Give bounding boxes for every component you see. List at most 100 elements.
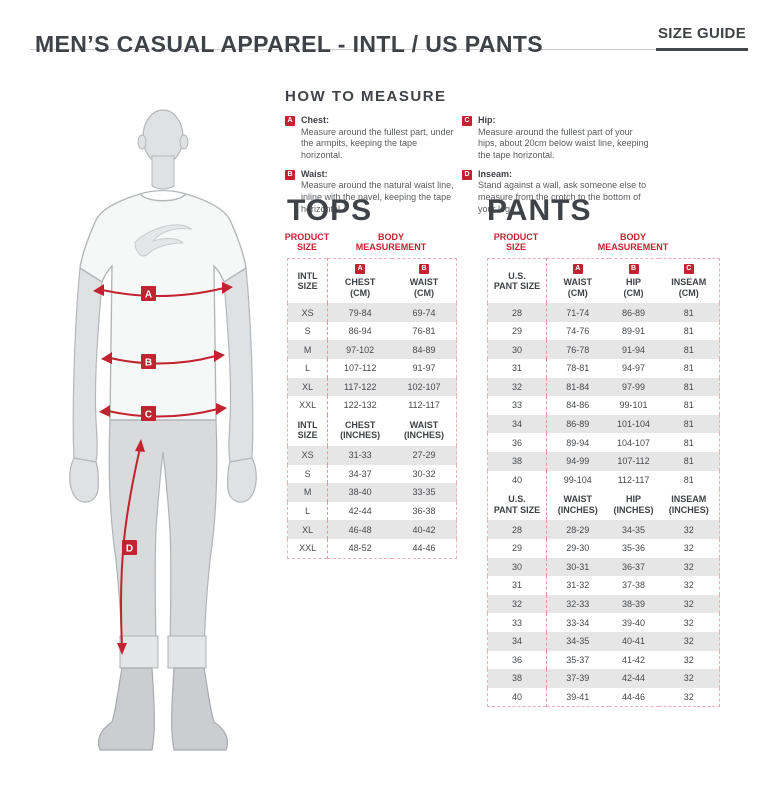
- table-row: L 107-112 91-97: [287, 359, 457, 378]
- table-cell: 122-132: [343, 400, 377, 411]
- table-subheader-row: INTL SIZE CHEST (INCHES) WAIST (INCHES): [287, 414, 457, 446]
- column-header-label: WAIST (CM): [563, 277, 593, 298]
- table-cell: 89-94: [566, 437, 590, 448]
- table-cell: 81: [683, 437, 694, 448]
- figure-marker-b: B: [145, 358, 152, 369]
- column-header: CHEST (INCHES): [327, 414, 393, 446]
- measure-badge-a: A: [572, 264, 583, 274]
- table-cell: 81: [683, 456, 694, 467]
- table-cell: 34-37: [348, 468, 372, 479]
- table-cell: 69-74: [412, 307, 436, 318]
- measure-badge-c: C: [462, 116, 472, 126]
- figure-marker-badges: A B C D: [122, 286, 156, 555]
- measure-badge-d: D: [462, 169, 472, 180]
- table-cell: 35-36: [621, 543, 646, 554]
- table-cell: M: [287, 483, 329, 502]
- table-cell: 30: [487, 340, 547, 359]
- table-cell: 117-122: [343, 381, 377, 392]
- column-header-label: CHEST (CM): [344, 277, 376, 298]
- table-row: 34 34-35 40-41 32: [487, 631, 720, 651]
- measure-label: Hip:: [478, 115, 496, 125]
- table-cell: 102-107: [407, 381, 441, 392]
- column-header: B HIP (CM): [608, 258, 659, 304]
- column-header: INTL SIZE: [287, 258, 329, 304]
- measure-badge-b: B: [419, 264, 430, 274]
- table-cell: 29: [487, 321, 547, 341]
- table-cell: 112-117: [617, 474, 650, 485]
- table-cell: 71-74: [566, 307, 590, 318]
- table-cell: 74-76: [566, 326, 590, 337]
- table-cell: 81: [683, 419, 694, 430]
- table-cell: 38-40: [348, 487, 372, 498]
- column-header-label: CHEST (INCHES): [340, 419, 381, 441]
- table-cell: 32: [683, 561, 694, 572]
- table-cell: 41-42: [621, 654, 646, 665]
- table-cell: 40-42: [412, 524, 436, 535]
- table-cell: 32: [487, 377, 547, 397]
- table-row: 30 30-31 36-37 32: [487, 557, 720, 577]
- table-cell: 32: [683, 636, 694, 647]
- measure-badge-b: B: [628, 264, 639, 274]
- table-cell: M: [287, 340, 329, 359]
- table-cell: 32: [683, 617, 694, 628]
- table-cell: 31: [487, 359, 547, 378]
- tops-size-table: INTL SIZE A CHEST (CM) B WAIST (CM) XS 79-84 69…: [287, 258, 457, 559]
- measure-text: Measure around the fullest part of your …: [478, 126, 649, 161]
- table-cell: XL: [287, 520, 329, 539]
- tops-section: TOPS PRODUCT SIZE BODY MEASUREMENT INTL …: [284, 196, 457, 559]
- table-row: 38 94-99 107-112 81: [487, 451, 720, 471]
- table-row: XL 117-122 102-107: [287, 377, 457, 397]
- table-cell: 29: [487, 538, 547, 558]
- table-cell: 32: [683, 524, 694, 535]
- table-cell: 84-89: [412, 344, 436, 355]
- table-cell: 81: [683, 474, 694, 485]
- measure-item-chest: A Chest: Measure around the fullest part, …: [285, 115, 458, 162]
- table-row: XS 31-33 27-29: [287, 446, 457, 465]
- table-cell: 112-117: [408, 400, 440, 411]
- table-row: 31 78-81 94-97 81: [487, 359, 720, 378]
- table-cell: 104-107: [616, 437, 651, 448]
- measure-badge-c: C: [683, 264, 694, 274]
- measurement-arrowheads: [93, 282, 233, 655]
- table-row: 40 39-41 44-46 32: [487, 687, 720, 707]
- table-cell: 34: [487, 631, 547, 651]
- table-row: S 34-37 30-32: [287, 464, 457, 484]
- product-size-label: PRODUCT SIZE: [284, 232, 330, 253]
- table-cell: 33: [487, 396, 547, 415]
- column-header-label: INTL SIZE: [297, 270, 318, 292]
- column-header: A WAIST (CM): [546, 258, 609, 304]
- table-cell: 32: [683, 692, 694, 703]
- table-cell: 32-33: [566, 599, 590, 610]
- table-cell: 30-32: [412, 468, 436, 479]
- table-cell: 42-44: [348, 506, 372, 517]
- table-cell: 28-29: [566, 524, 590, 535]
- measure-label: Chest:: [301, 115, 330, 125]
- how-to-measure-list: A Chest: Measure around the fullest part, …: [285, 115, 755, 216]
- table-cell: 107-112: [617, 456, 650, 467]
- table-cell: 40-41: [621, 636, 646, 647]
- table-row: XXL 48-52 44-46: [287, 538, 457, 559]
- column-header-label: INSEAM (CM): [671, 277, 707, 298]
- column-header: WAIST (INCHES): [392, 414, 457, 446]
- measure-label: Waist:: [301, 168, 328, 179]
- column-header-label: HIP (CM): [623, 277, 644, 298]
- table-cell: 94-99: [566, 456, 590, 467]
- table-cell: 94-97: [621, 363, 646, 374]
- table-row: 36 89-94 104-107 81: [487, 433, 720, 452]
- figure-marker-d: D: [126, 544, 133, 555]
- table-cell: 38-39: [621, 599, 646, 610]
- table-cell: 81: [683, 326, 694, 337]
- size-guide-link[interactable]: SIZE GUIDE: [655, 25, 748, 51]
- table-cell: 31-33: [348, 450, 372, 461]
- measure-badge-a: A: [285, 116, 295, 126]
- table-cell: 34-35: [621, 524, 646, 535]
- column-header: INSEAM (INCHES): [658, 489, 720, 521]
- table-cell: 34: [487, 414, 547, 434]
- table-cell: 35-37: [566, 654, 590, 665]
- table-cell: 76-78: [566, 344, 590, 355]
- table-cell: XXL: [287, 396, 329, 415]
- table-cell: 79-84: [348, 307, 372, 318]
- column-header-label: HIP (INCHES): [613, 494, 654, 515]
- table-row: L 42-44 36-38: [287, 501, 457, 521]
- table-row: 40 99-104 112-117 81: [487, 470, 720, 490]
